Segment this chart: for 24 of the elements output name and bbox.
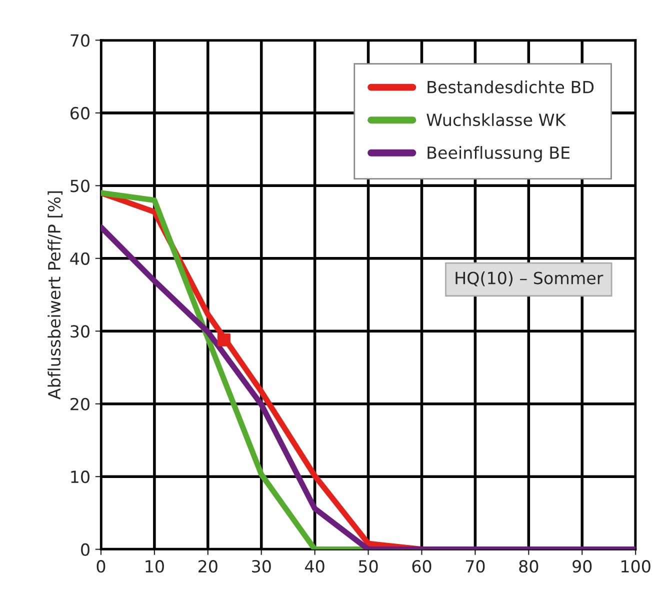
x-tick-label: 20 [198, 560, 218, 573]
y-tick-label: 0 [81, 543, 90, 556]
annotation: HQ(10) – Sommer [456, 271, 604, 286]
x-tick-label: 50 [358, 560, 378, 573]
x-tick-label: 60 [412, 560, 432, 573]
y-tick-label: 20 [70, 398, 90, 410]
y-axis-title: Abflussbeiwert Peff/P [%] [48, 191, 63, 400]
legend-label: Beeinflussung BE [428, 146, 570, 162]
x-tick-label: 80 [519, 560, 538, 573]
y-tick-label: 40 [70, 252, 90, 265]
y-tick-label: 60 [70, 106, 90, 120]
x-tick-label: 100 [622, 560, 650, 573]
x-tick-label: 30 [252, 560, 271, 573]
x-tick-label: 10 [146, 560, 164, 573]
x-tick-label: 90 [572, 560, 592, 573]
y-tick-label: 70 [70, 34, 90, 47]
x-tick-label: 0 [96, 560, 106, 573]
y-tick-label: 10 [71, 470, 90, 484]
y-tick-label: 30 [70, 325, 90, 338]
x-tick-label: 70 [466, 560, 485, 573]
x-tick-label: 40 [305, 560, 324, 573]
legend-label: Bestandesdichte BD [428, 80, 594, 94]
y-tick-label: 50 [70, 180, 90, 192]
legend-label: Wuchsklasse WK [426, 113, 566, 126]
